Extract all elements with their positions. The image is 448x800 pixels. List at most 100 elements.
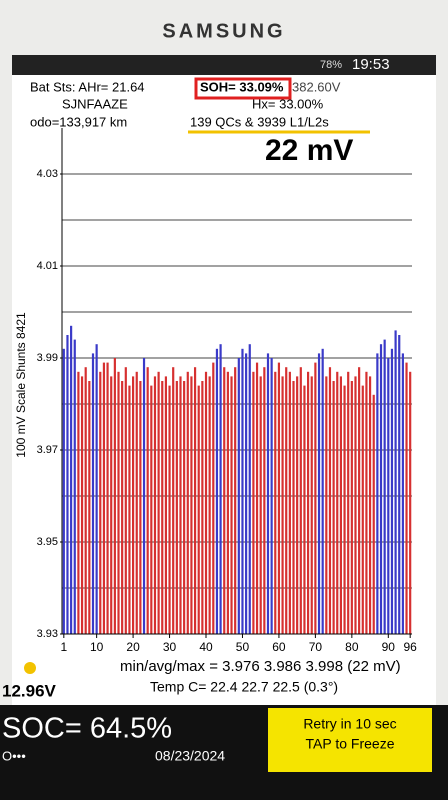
bar [193,367,197,634]
bar [274,371,277,634]
bar [321,348,324,634]
menu-dots[interactable]: O••• [2,748,26,763]
bar [230,376,233,634]
bar [379,344,383,634]
bar [164,376,167,634]
x-tick-label: 50 [236,640,250,654]
bar [215,348,219,634]
x-tick-label: 30 [163,640,177,654]
bar [175,381,178,634]
bar [95,344,98,634]
clock: 19:53 [352,56,390,73]
bar [102,362,106,634]
bar [241,348,244,634]
y-tick-label: 4.01 [37,260,58,272]
bar [223,367,226,634]
x-tick-label: 96 [403,640,417,654]
bar [73,339,76,634]
bar [398,335,401,634]
bar [401,353,404,634]
bar [296,376,299,634]
bar [212,362,215,634]
y-tick-label: 3.97 [37,444,58,456]
bar [394,330,397,634]
bar [84,367,87,634]
spread-annotation: 22 mV [265,134,353,167]
bar [128,385,131,634]
bar [347,371,350,634]
bar [124,367,127,634]
bar [248,344,251,634]
bar [135,371,138,634]
bar [190,376,193,634]
bar [168,385,171,634]
bar [383,339,386,634]
x-tick-label: 40 [199,640,213,654]
x-tick-label: 20 [126,640,140,654]
bar [77,371,80,634]
bar [365,371,368,634]
min-avg-max: min/avg/max = 3.976 3.986 3.998 (22 mV) [120,658,401,675]
bar [237,358,240,634]
bar [157,371,160,634]
bar [376,353,379,634]
x-tick-label: 10 [90,640,104,654]
bar [204,371,208,634]
bar [113,358,116,634]
bar [328,367,332,634]
freeze-button[interactable] [268,708,432,772]
bar [153,376,157,634]
x-tick-label: 70 [309,640,323,654]
bar [255,362,259,634]
bar [299,367,302,634]
y-tick-label: 3.99 [37,352,58,364]
bar [281,376,284,634]
bat-sts: Bat Sts: AHr= 21.64 [30,79,145,94]
bar [336,371,339,634]
aux-voltage: 12.96V [2,681,57,700]
bar [201,381,204,634]
vin: SJNFAAZE [62,96,128,111]
bar [106,362,109,634]
charges: 139 QCs & 3939 L1/L2s [190,114,329,129]
bar [132,376,135,634]
bar [343,385,346,634]
bar [270,358,273,634]
brand: SAMSUNG [162,20,285,42]
bar [387,358,390,634]
retry-text[interactable]: Retry in 10 sec [303,716,396,732]
bar [245,353,248,634]
soh-highlight [194,77,292,100]
bar [121,381,124,634]
plot: 3.93 3.95 3.97 3.99 4.01 4.03 1 10 20 30 40 50 60 70 8… [37,128,417,654]
bar [208,376,211,634]
bar [350,381,353,634]
y-tick-label: 3.93 [37,628,58,640]
y-tick-label: 3.95 [37,536,58,548]
bar [266,353,270,634]
bulb-icon[interactable] [24,662,36,674]
freeze-text[interactable]: TAP to Freeze [306,736,395,752]
bar [263,367,266,634]
bar [161,381,164,634]
bar [307,371,310,634]
bar [146,367,149,634]
bar [368,376,372,634]
bar [88,381,91,634]
bar [91,353,95,634]
bar [317,353,321,634]
y-axis-label: 100 mV Scale Shunts 8421 [14,312,28,458]
bar [358,367,361,634]
bar [183,381,186,634]
bar [405,362,408,634]
bar [70,325,73,634]
bar [234,367,237,634]
bar [361,385,364,634]
bar [252,371,255,634]
bar [288,371,291,634]
x-tick-label: 80 [345,640,359,654]
y-tick-label: 4.03 [37,168,58,180]
pack-voltage: 382.60V [292,79,341,94]
x-tick-label: 1 [60,640,67,654]
